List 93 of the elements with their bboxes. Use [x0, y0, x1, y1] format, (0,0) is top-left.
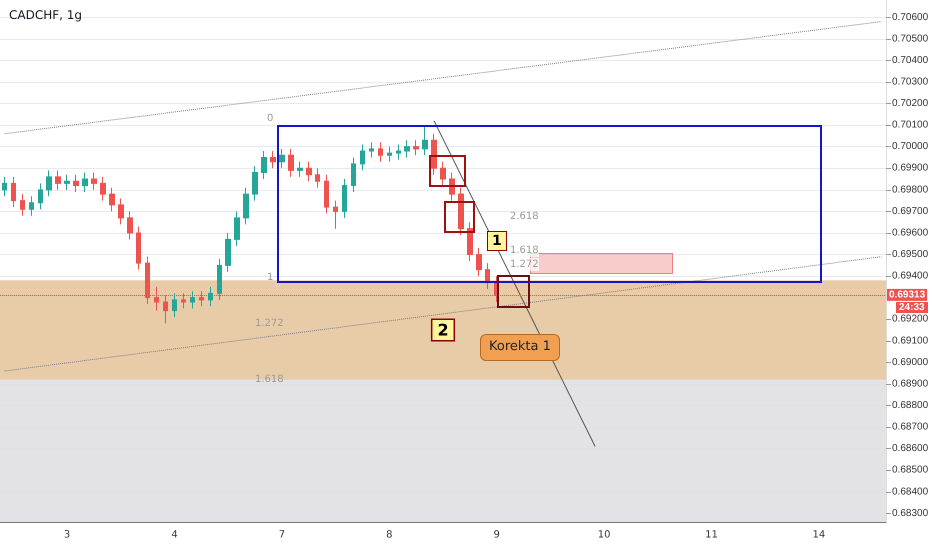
- candlestick: [396, 144, 401, 160]
- candlestick: [118, 198, 124, 225]
- candlestick: [476, 248, 482, 277]
- y-tick-label: 0.70100: [892, 120, 929, 131]
- y-tick-label: 0.69100: [892, 335, 929, 346]
- annotation: 1.272: [255, 317, 284, 330]
- candlestick: [252, 166, 258, 202]
- x-tick-label: 4: [171, 530, 178, 540]
- candlestick: [55, 170, 61, 190]
- candlestick: [315, 168, 320, 188]
- candlestick: [270, 150, 276, 169]
- candlestick: [243, 187, 249, 225]
- band-label: 2: [437, 320, 449, 340]
- x-tick-label: 10: [598, 530, 610, 540]
- candlestick: [324, 174, 329, 214]
- candlestick: [279, 148, 285, 169]
- y-tick-label: 0.70200: [892, 98, 929, 110]
- candlestick: [100, 176, 106, 202]
- candlestick: [127, 210, 133, 240]
- y-tick-label: 0.68300: [892, 508, 929, 519]
- annotation: 2.618: [510, 210, 539, 223]
- candlestick: [261, 150, 267, 180]
- x-tick-label: 3: [64, 530, 70, 540]
- candlestick: [351, 156, 356, 192]
- y-tick-label: 0.69900: [892, 162, 929, 174]
- candlestick: [422, 124, 428, 156]
- y-tick-label: 0.68700: [892, 422, 929, 433]
- candlestick: [387, 146, 392, 162]
- y-tick-label: 0.68900: [892, 378, 929, 390]
- candlestick: [2, 176, 7, 197]
- y-tick-label: 0.70300: [892, 76, 929, 88]
- candlestick: [136, 226, 141, 270]
- x-tick-label: 9: [494, 530, 500, 540]
- candlestick: [413, 140, 419, 156]
- candlestick: [29, 196, 34, 216]
- candlestick: [306, 161, 312, 182]
- candlestick: [440, 161, 446, 186]
- y-tick-label: 0.68400: [892, 486, 929, 498]
- annotation: 1: [487, 231, 507, 252]
- candlestick: [360, 144, 365, 171]
- annotation: 1.272: [510, 258, 539, 271]
- candlestick: [342, 178, 347, 218]
- y-tick-label: 0.69500: [892, 249, 929, 260]
- candlestick: [73, 174, 79, 192]
- candlestick: [91, 172, 97, 190]
- candlestick: [369, 142, 374, 158]
- x-tick-label: 8: [386, 530, 392, 540]
- y-tick-label: 0.70600: [892, 12, 929, 23]
- y-tick-label: 0.70500: [892, 33, 929, 44]
- y-tick-label: 0.70000: [892, 141, 929, 152]
- candlestick: [234, 210, 240, 246]
- candlestick: [20, 194, 25, 216]
- annotation: 1.618: [255, 373, 284, 386]
- annotation: Korekta 1: [480, 334, 560, 361]
- candlestick: [288, 148, 294, 178]
- candlestick: [467, 222, 473, 262]
- y-tick-label: 0.69800: [892, 184, 929, 196]
- annotation: 1.618: [510, 244, 539, 257]
- candlestick: [378, 142, 383, 162]
- annotation: 0: [267, 112, 274, 125]
- candlestick: [11, 176, 16, 208]
- candlestick: [64, 174, 70, 190]
- x-tick-label: 11: [705, 530, 718, 540]
- y-tick-label: 0.68800: [892, 400, 929, 412]
- candlestick: [190, 290, 195, 309]
- candlestick: [217, 258, 222, 300]
- y-tick-label: 0.69700: [892, 206, 929, 217]
- candlestick: [172, 292, 177, 318]
- candlestick: [208, 286, 213, 307]
- y-tick-label: 0.69200: [892, 314, 929, 325]
- candlestick: [225, 232, 231, 272]
- y-tick-label: 0.68600: [892, 443, 929, 454]
- ref-line-label: 0.69313: [889, 289, 926, 300]
- candlestick: [46, 170, 52, 197]
- text: 24:33: [896, 302, 928, 313]
- x-tick-label: 7: [278, 530, 286, 540]
- candlestick: [485, 262, 490, 290]
- text: CADCHF, 1g: [9, 8, 82, 22]
- x-tick-label: 14: [812, 530, 826, 540]
- candlestick: [404, 140, 410, 158]
- candlestick: [458, 187, 464, 236]
- candlestick: [333, 200, 338, 230]
- candlestick: [431, 133, 437, 176]
- y-tick-label: 0.69400: [892, 270, 929, 282]
- y-tick-label: 0.68500: [892, 464, 929, 476]
- candlestick: [82, 172, 88, 192]
- candlestick: [297, 161, 303, 178]
- y-tick-label: 0.69000: [892, 356, 929, 368]
- candlestick: [109, 187, 115, 212]
- y-tick-label: 0.70400: [892, 54, 929, 66]
- y-tick-label: 0.69600: [892, 227, 929, 238]
- candlestick: [38, 182, 43, 210]
- annotation: 1: [267, 271, 274, 284]
